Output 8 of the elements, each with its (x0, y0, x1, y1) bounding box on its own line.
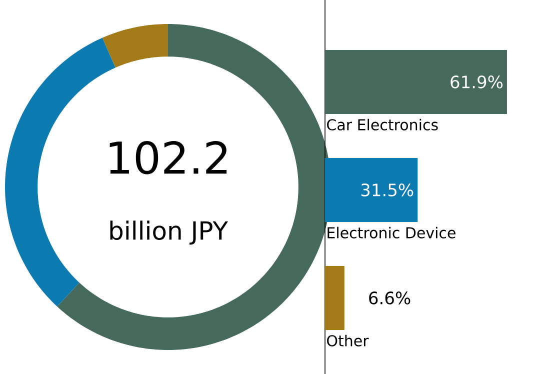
data-label: 31.5% (361, 184, 414, 196)
y-tick-label: Other (327, 334, 369, 346)
data-label: 6.6% (369, 292, 410, 304)
data-label: 61.9% (450, 76, 503, 88)
text: 102.2 (110, 141, 227, 174)
text: billion JPY (110, 220, 228, 245)
y-tick-label: Electronic Device (328, 226, 456, 238)
y-tick-label: Car Electronics (327, 118, 438, 130)
